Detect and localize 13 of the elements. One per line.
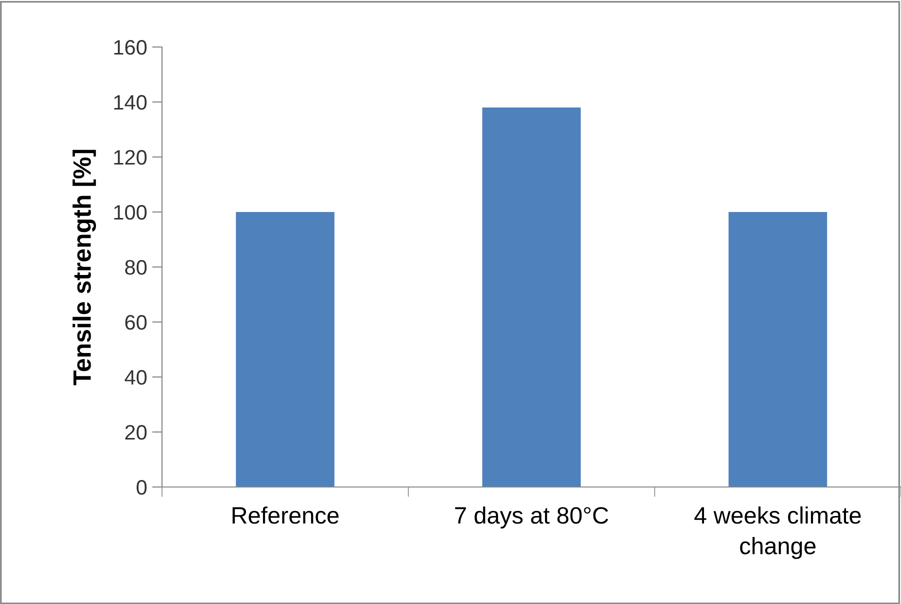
x-tick-label: 4 weeks climate change [694,506,861,560]
y-tick-label: 20 [125,425,147,440]
y-tick-label: 120 [114,150,147,165]
x-tick-label: Reference [232,506,339,524]
y-tick-label: 40 [124,370,147,385]
y-tick-label: 80 [125,260,147,275]
y-axis-title: Tensile strength [%] [72,150,96,386]
x-tick-label: 7 days at 80°C [455,506,608,528]
y-tick-label: 160 [114,40,147,55]
y-tick-label: 140 [114,95,147,110]
y-tick-label: 100 [114,205,147,220]
y-tick-label: 60 [125,315,147,330]
y-tick-label: 0 [136,480,147,495]
